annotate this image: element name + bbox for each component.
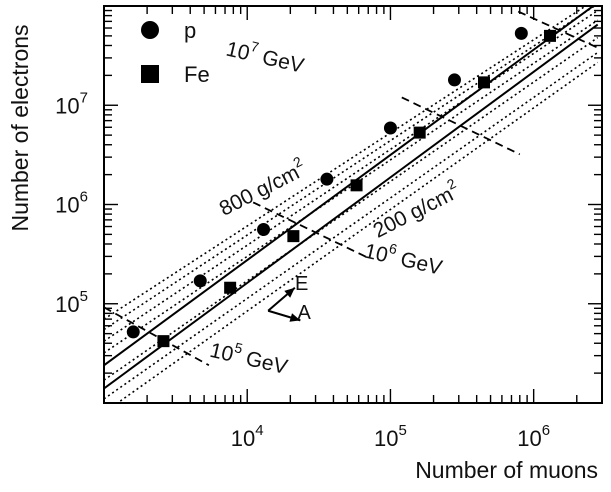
energy-line <box>517 10 599 49</box>
dotted-line <box>104 9 599 342</box>
x-tick-label: 105 <box>374 422 407 451</box>
annotation-label: E <box>295 273 308 295</box>
y-tick-label: 107 <box>55 89 88 118</box>
legend-label: Fe <box>184 62 210 87</box>
energy-line <box>252 201 369 259</box>
y-tick-label-base: 10 <box>55 93 79 118</box>
arrow-a-head <box>289 313 301 322</box>
x-tick-label-base: 10 <box>374 426 398 451</box>
y-tick-label: 105 <box>55 288 88 317</box>
y-tick-label-base: 10 <box>55 193 79 218</box>
annotation-exponent: 7 <box>249 38 260 55</box>
annotation-text: 200 g/cm <box>370 183 457 243</box>
dotted-line <box>116 61 599 403</box>
data-point-fe <box>157 335 170 348</box>
data-point-p <box>257 222 271 236</box>
annotation-label: 105 GeV <box>208 334 291 379</box>
x-tick-label-exponent: 4 <box>255 422 263 439</box>
data-point-fe <box>477 76 490 89</box>
y-tick-label-exponent: 6 <box>80 189 88 206</box>
y-tick-label-exponent: 5 <box>80 288 88 305</box>
data-point-p <box>514 26 528 40</box>
dotted-line <box>104 19 599 354</box>
dotted-line <box>104 6 596 331</box>
data-point-p <box>447 73 461 87</box>
annotation-exponent: 5 <box>233 339 244 356</box>
legend-marker-p <box>141 21 159 39</box>
annotation-unit: GeV <box>254 45 306 78</box>
x-tick-label-exponent: 6 <box>542 422 550 439</box>
x-tick-label-base: 10 <box>231 426 255 451</box>
legend-label: p <box>184 18 196 43</box>
annotation-text: 800 g/cm <box>216 161 303 221</box>
annotation-base: 10 <box>362 240 390 268</box>
data-point-p <box>320 172 334 186</box>
y-tick-label: 106 <box>55 189 88 218</box>
annotation-label: A <box>298 302 312 324</box>
annotation-exponent: 6 <box>388 240 399 257</box>
fit-line <box>104 23 599 390</box>
data-point-p <box>193 274 207 288</box>
data-point-fe <box>287 230 300 243</box>
data-point-p <box>383 121 397 135</box>
data-points <box>126 26 556 348</box>
annotation-label: 107 GeV <box>224 33 307 78</box>
dotted-line <box>104 36 599 381</box>
legend: p Fe <box>141 18 210 87</box>
annotation-label: 800 g/cm2 <box>213 153 310 221</box>
annotation-label: 106 GeV <box>362 235 445 280</box>
data-point-p <box>126 325 140 339</box>
x-tick-label: 104 <box>231 422 264 451</box>
data-point-fe <box>224 281 237 294</box>
plot-frame <box>103 5 603 404</box>
annotation-label: 200 g/cm2 <box>367 175 464 243</box>
data-point-fe <box>543 29 556 42</box>
y-axis-label: Number of electrons <box>7 24 33 231</box>
annotation-base: 10 <box>208 339 236 367</box>
legend-marker-fe <box>141 65 159 83</box>
data-point-fe <box>350 179 363 192</box>
data-point-fe <box>413 126 426 139</box>
annotation-text: A <box>298 302 312 324</box>
annotation-base: 10 <box>224 38 252 66</box>
dotted-line <box>104 51 599 400</box>
y-tick-label-exponent: 7 <box>80 89 88 106</box>
arrow-e-head <box>284 287 295 298</box>
dotted-line <box>104 6 588 320</box>
x-tick-label-exponent: 5 <box>399 422 407 439</box>
annotation-text: E <box>295 273 308 295</box>
annotation-unit: GeV <box>238 346 290 379</box>
y-tick-label-base: 10 <box>55 292 79 317</box>
x-tick-label-base: 10 <box>517 426 541 451</box>
x-axis-label: Number of muons <box>415 457 598 483</box>
annotation-unit: GeV <box>393 247 445 280</box>
x-tick-label: 106 <box>517 422 550 451</box>
energy-line <box>104 306 210 367</box>
plot-lines <box>104 6 599 403</box>
